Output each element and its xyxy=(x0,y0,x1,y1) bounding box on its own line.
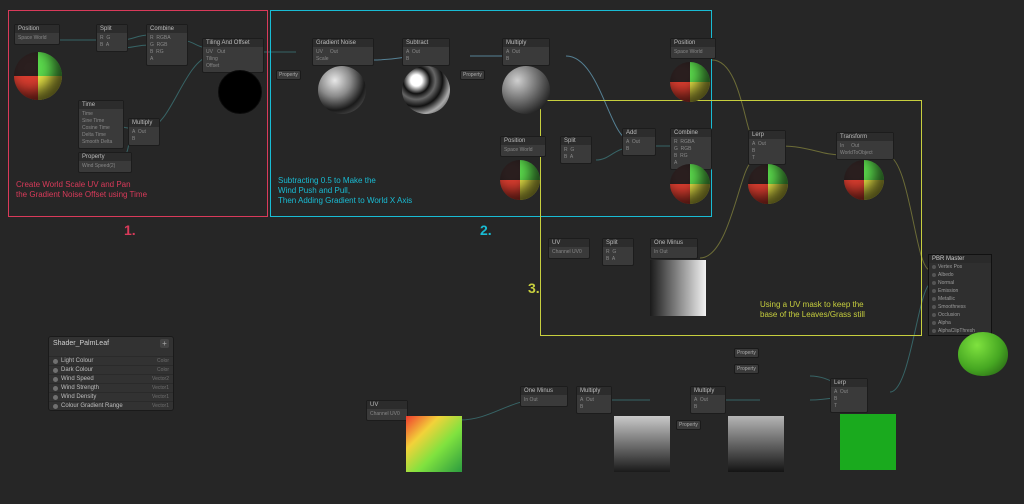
preview-sphere-transform xyxy=(844,160,884,200)
node-multiply-2[interactable]: Multiply A Out B xyxy=(502,38,550,66)
prop-row[interactable]: Light ColourColor xyxy=(49,356,173,365)
preview-sphere-lerp1 xyxy=(748,164,788,204)
node-one-minus[interactable]: One Minus In Out xyxy=(650,238,698,259)
node-uv[interactable]: UV Channel UV0 xyxy=(548,238,590,259)
node-split-3[interactable]: Split R G B A xyxy=(602,238,634,266)
pbr-rows: Vertex Pos Albedo Normal Emission Metall… xyxy=(929,263,991,335)
node-multiply-3[interactable]: Multiply A Out B xyxy=(576,386,612,414)
node-pbr-master[interactable]: PBR Master Vertex Pos Albedo Normal Emis… xyxy=(928,254,992,336)
preview-final-mesh xyxy=(958,332,1008,376)
node-position[interactable]: Position Space World xyxy=(14,24,60,45)
node-body: Space World xyxy=(15,33,59,44)
node-add[interactable]: Add A Out B xyxy=(622,128,656,156)
node-time[interactable]: Time Time Sine Time Cosine Time Delta Ti… xyxy=(78,100,124,149)
node-split-2[interactable]: Split R G B A xyxy=(560,136,592,164)
prop-row[interactable]: Wind DensityVector1 xyxy=(49,392,173,401)
preview-sphere-mul xyxy=(502,66,550,114)
node-transform[interactable]: Transform In Out WorldToObject xyxy=(836,132,894,160)
node-one-minus-2[interactable]: One Minus In Out xyxy=(520,386,568,407)
node-prop-lightcolour[interactable]: Property xyxy=(734,348,759,358)
prop-row[interactable]: Dark ColourColor xyxy=(49,365,173,374)
node-combine-1[interactable]: Combine R RGBA G RGB B RG A xyxy=(146,24,188,66)
prop-row[interactable]: Colour Gradient RangeVector1 xyxy=(49,401,173,410)
prop-row[interactable]: Wind StrengthVector1 xyxy=(49,383,173,392)
preview-grey2 xyxy=(728,416,784,472)
region-1-number: 1. xyxy=(124,222,136,238)
node-prop-colourgradient[interactable]: Property xyxy=(676,420,701,430)
node-prop-windstrength[interactable]: Property xyxy=(460,70,485,80)
preview-green xyxy=(840,414,896,470)
region-3-number: 3. xyxy=(528,280,540,296)
node-prop-windspeed[interactable]: Property Wind Speed(2) xyxy=(78,152,132,173)
node-title: Position xyxy=(15,25,59,33)
preview-sphere-combine xyxy=(670,164,710,204)
prop-row[interactable]: Wind SpeedVector2 xyxy=(49,374,173,383)
preview-black xyxy=(218,70,262,114)
node-multiply-4[interactable]: Multiply A Out B xyxy=(690,386,726,414)
preview-sphere-noise xyxy=(318,66,366,114)
preview-uv-grad xyxy=(406,416,462,472)
shader-title: Shader_PalmLeaf xyxy=(53,340,109,347)
preview-grey1 xyxy=(614,416,670,472)
node-tiling-offset[interactable]: Tiling And Offset UV Out Tiling Offset xyxy=(202,38,264,73)
node-gradient-noise[interactable]: Gradient Noise UV Out Scale xyxy=(312,38,374,66)
node-lerp-2[interactable]: Lerp A Out B T xyxy=(830,378,868,413)
region-2-number: 2. xyxy=(480,222,492,238)
node-prop-darkcolour[interactable]: Property xyxy=(734,364,759,374)
node-subtract[interactable]: Subtract A Out B xyxy=(402,38,450,66)
node-lerp[interactable]: Lerp A Out B T xyxy=(748,130,786,165)
preview-sphere-uv1 xyxy=(14,52,62,100)
node-position-2[interactable]: Position Space World xyxy=(500,136,546,157)
region-3-label: Using a UV mask to keep the base of the … xyxy=(760,300,865,320)
node-position-3[interactable]: Position Space World xyxy=(670,38,716,59)
shader-properties-panel[interactable]: Shader_PalmLeaf + Light ColourColor Dark… xyxy=(48,336,174,411)
region-2-label: Subtracting 0.5 to Make the Wind Push an… xyxy=(278,176,412,206)
preview-sphere-uv3 xyxy=(670,62,710,102)
preview-sphere-uv2 xyxy=(500,160,540,200)
node-multiply-1[interactable]: Multiply A Out B xyxy=(128,118,160,146)
add-property-button[interactable]: + xyxy=(160,339,169,348)
node-prop-density[interactable]: Property xyxy=(276,70,301,80)
region-1-label: Create World Scale UV and Pan the Gradie… xyxy=(16,180,147,200)
node-uv-2[interactable]: UV Channel UV0 xyxy=(366,400,408,421)
preview-oneminus xyxy=(650,260,706,316)
preview-sphere-sub xyxy=(402,66,450,114)
node-split-1[interactable]: Split R G B A xyxy=(96,24,128,52)
